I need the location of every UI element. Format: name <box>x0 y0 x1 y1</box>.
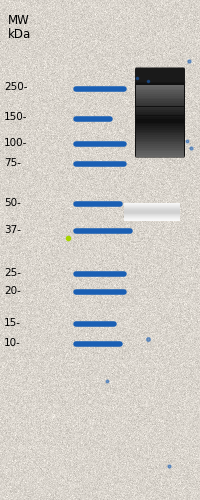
Bar <box>124 209 180 210</box>
Text: 75-: 75- <box>4 158 21 168</box>
Bar <box>136 103 184 104</box>
Bar <box>136 130 184 132</box>
Bar <box>136 87 184 88</box>
Bar <box>136 126 184 128</box>
Bar <box>124 218 180 219</box>
FancyBboxPatch shape <box>135 82 185 158</box>
Bar <box>136 110 184 112</box>
Bar <box>136 137 184 139</box>
Bar <box>136 142 184 144</box>
Bar <box>124 219 180 220</box>
Bar <box>124 202 180 203</box>
Bar <box>136 118 184 119</box>
Bar <box>136 106 184 108</box>
Bar <box>136 116 184 117</box>
Bar <box>124 208 180 209</box>
Bar <box>136 134 184 135</box>
Bar <box>124 216 180 217</box>
Bar <box>124 220 180 221</box>
Text: 20-: 20- <box>4 286 21 296</box>
Bar <box>136 153 184 155</box>
Text: 37-: 37- <box>4 225 21 235</box>
Text: MW: MW <box>8 14 30 26</box>
Text: 150-: 150- <box>4 112 28 122</box>
Bar <box>136 108 184 110</box>
Bar <box>124 217 180 218</box>
Bar <box>136 124 184 126</box>
Bar <box>124 214 180 216</box>
Bar <box>124 206 180 207</box>
Bar <box>136 132 184 134</box>
Bar <box>136 96 184 98</box>
Text: 100-: 100- <box>4 138 27 147</box>
Bar <box>136 112 184 114</box>
Bar <box>136 136 184 137</box>
Bar <box>136 144 184 146</box>
Text: 10-: 10- <box>4 338 21 347</box>
Bar <box>136 122 184 124</box>
Bar <box>124 211 180 212</box>
Bar <box>136 146 184 148</box>
Bar <box>136 88 184 90</box>
Bar <box>136 128 184 130</box>
Bar <box>136 114 184 116</box>
Bar <box>136 98 184 100</box>
Bar <box>136 92 184 94</box>
Bar <box>136 101 184 103</box>
Bar <box>136 100 184 101</box>
Bar <box>136 155 184 157</box>
Bar <box>136 85 184 87</box>
Bar <box>136 94 184 96</box>
Bar <box>136 150 184 152</box>
Bar <box>136 152 184 153</box>
Bar <box>136 119 184 121</box>
Bar <box>136 139 184 140</box>
Bar <box>136 104 184 106</box>
Text: 250-: 250- <box>4 82 28 92</box>
Text: kDa: kDa <box>8 28 31 42</box>
FancyBboxPatch shape <box>135 68 185 87</box>
Bar <box>124 212 180 214</box>
Text: 50-: 50- <box>4 198 21 207</box>
Bar <box>124 204 180 205</box>
Bar <box>136 148 184 150</box>
Text: 15-: 15- <box>4 318 21 328</box>
Bar <box>124 207 180 208</box>
Text: 25-: 25- <box>4 268 21 278</box>
Bar <box>136 121 184 122</box>
Bar <box>136 90 184 92</box>
Bar <box>136 140 184 142</box>
